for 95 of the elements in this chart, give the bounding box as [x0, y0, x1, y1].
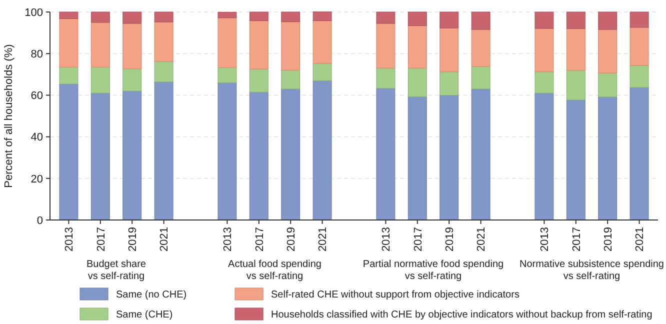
x-tick-label: 2021 [476, 227, 488, 252]
bar [154, 82, 174, 220]
bar [249, 12, 268, 22]
bar [281, 21, 300, 71]
x-tick-label: 2019 [126, 227, 139, 252]
x-tick-label: 2017 [254, 227, 266, 252]
bar [90, 22, 110, 68]
bar [566, 70, 586, 100]
y-tick-label: 0 [36, 214, 43, 227]
bar [471, 88, 490, 220]
x-tick-label: 2013 [539, 227, 552, 252]
x-tick-label: 2017 [570, 227, 583, 252]
x-tick-label: 2021 [634, 227, 646, 252]
bar [154, 12, 174, 22]
bar [566, 12, 586, 29]
bar [122, 68, 142, 92]
bar [440, 94, 459, 220]
bar [534, 92, 554, 220]
bar [534, 72, 554, 94]
legend-label: Self-rated CHE without support from objective indicators [271, 290, 520, 300]
text: Budget share vs self-rating [86, 259, 146, 282]
bar [598, 12, 618, 30]
y-tick-label: 20 [30, 173, 43, 186]
bar [59, 66, 78, 84]
bar [471, 29, 490, 67]
bar [440, 72, 459, 96]
y-axis-title: Percent of all households (%) [3, 44, 15, 188]
x-tick-label: 2013 [64, 227, 76, 252]
x-tick-label: 2017 [95, 227, 108, 252]
x-tick-label: 2017 [412, 227, 424, 252]
bar [249, 20, 268, 70]
bar [534, 12, 554, 29]
bar [376, 68, 396, 89]
bar [90, 66, 110, 94]
x-tick-label: 2021 [317, 227, 330, 252]
bar [281, 12, 300, 22]
bar [312, 20, 332, 64]
bar [122, 12, 142, 24]
bar [59, 12, 78, 19]
bar [408, 12, 427, 26]
bar [408, 96, 427, 220]
x-tick-label: 2019 [444, 227, 456, 252]
bar [376, 23, 396, 68]
y-tick-label: 100 [24, 6, 43, 19]
bar [154, 61, 174, 82]
bar [440, 28, 459, 72]
x-tick-label: 2019 [285, 227, 298, 252]
bar [90, 92, 110, 220]
bar [154, 22, 174, 62]
legend-label: Same (no CHE) [116, 290, 187, 300]
bar [90, 12, 110, 23]
bar [218, 12, 237, 18]
bar [408, 68, 427, 97]
bar [630, 27, 649, 66]
x-tick-label: 2013 [222, 227, 234, 252]
bar [249, 92, 268, 220]
bar [376, 12, 396, 24]
bar [312, 80, 332, 220]
x-tick-label: 2013 [380, 227, 393, 252]
bar [598, 96, 618, 220]
bar [598, 29, 618, 74]
bar [534, 28, 554, 72]
y-tick-label: 40 [30, 132, 43, 144]
x-tick-label: 2019 [602, 227, 614, 252]
text: Normative subsistence spending vs self-rating [519, 259, 664, 282]
x-tick-label: 2021 [158, 227, 171, 252]
bar [218, 82, 237, 220]
bar [122, 23, 142, 70]
text: Actual food spending vs self-rating [228, 259, 322, 282]
bar [471, 12, 490, 30]
bar [598, 72, 618, 98]
bar [218, 67, 237, 84]
bar [408, 25, 427, 68]
bar [218, 18, 237, 68]
bar [312, 63, 332, 81]
bar [376, 88, 396, 220]
bar [59, 18, 78, 68]
bar [281, 88, 300, 220]
bar [59, 84, 78, 220]
bar [630, 12, 649, 28]
legend-label: Same (CHE) [116, 310, 173, 320]
bar [312, 11, 332, 22]
bar [471, 66, 490, 90]
bar [440, 12, 459, 28]
bar [630, 87, 649, 220]
bar [630, 65, 649, 88]
text: Partial normative food spending vs self-rating [362, 259, 504, 282]
bar [566, 100, 586, 220]
y-tick-label: 60 [30, 90, 43, 102]
bar [122, 90, 142, 220]
bar [566, 28, 586, 71]
bar [281, 70, 300, 90]
legend-label: Households classified with CHE by objective indicators without backup from self-rating [271, 310, 652, 320]
y-tick-label: 80 [30, 48, 43, 60]
bar [249, 68, 268, 92]
